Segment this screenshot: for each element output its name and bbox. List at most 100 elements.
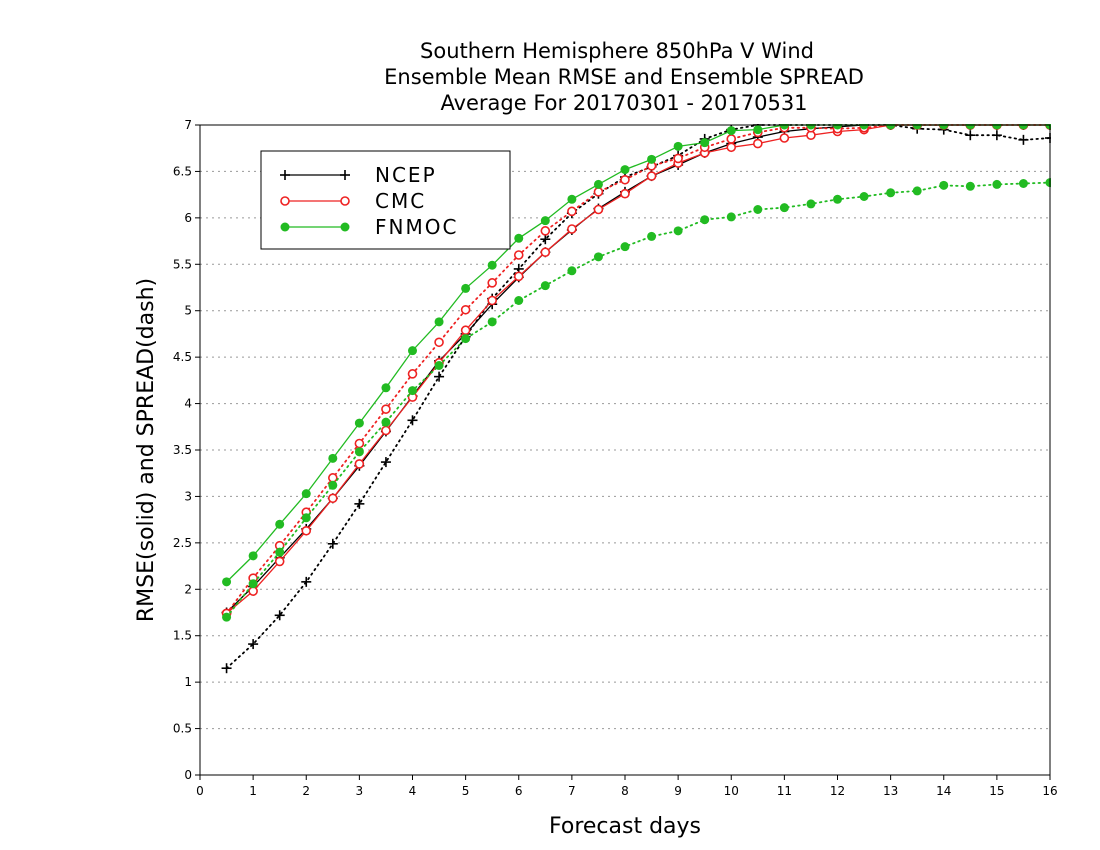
point-cmc-solid-14 xyxy=(593,204,604,215)
point-cmc-dotted-17 xyxy=(673,153,683,164)
point-cmc-solid-12 xyxy=(540,247,551,258)
x-tick-label-5: 5 xyxy=(462,784,470,798)
point-cmc-solid-9 xyxy=(460,325,471,336)
point-ncep-dotted-30 xyxy=(1018,134,1029,145)
point-fnmoc-solid-6 xyxy=(381,383,391,393)
y-tick-label-14: 7 xyxy=(184,118,192,132)
point-cmc-dotted-10 xyxy=(487,278,497,288)
point-fnmoc-solid-5 xyxy=(354,418,364,428)
point-cmc-solid-6 xyxy=(381,425,391,436)
y-tick-label-13: 6.5 xyxy=(173,164,192,178)
x-tick-label-8: 8 xyxy=(621,784,629,798)
point-fnmoc-solid-9 xyxy=(461,283,471,293)
point-fnmoc-dotted-4 xyxy=(328,480,338,490)
point-fnmoc-solid-19 xyxy=(726,126,736,136)
point-fnmoc-dotted-0 xyxy=(222,612,232,622)
legend-label: NCEP xyxy=(375,163,437,187)
point-fnmoc-dotted-5 xyxy=(354,447,364,457)
x-tick-label-11: 11 xyxy=(777,784,792,798)
point-fnmoc-dotted-25 xyxy=(886,188,896,198)
y-tick-label-0: 0 xyxy=(184,768,192,782)
point-fnmoc-dotted-7 xyxy=(408,386,417,396)
point-fnmoc-dotted-24 xyxy=(859,192,869,201)
point-fnmoc-dotted-17 xyxy=(673,226,683,236)
point-ncep-dotted-5 xyxy=(354,498,365,509)
title-line-2: Ensemble Mean RMSE and Ensemble SPREAD xyxy=(384,65,864,89)
point-fnmoc-dotted-10 xyxy=(487,317,497,327)
point-cmc-dotted-15 xyxy=(620,174,630,185)
point-fnmoc-solid-3 xyxy=(301,489,311,499)
title-line-1: Southern Hemisphere 850hPa V Wind xyxy=(420,39,814,63)
point-cmc-solid-19 xyxy=(726,142,737,153)
point-ncep-dotted-7 xyxy=(407,415,418,426)
x-axis-label: Forecast days xyxy=(549,814,701,839)
point-ncep-dotted-0 xyxy=(221,663,232,674)
point-cmc-dotted-12 xyxy=(540,226,551,236)
point-fnmoc-solid-14 xyxy=(593,179,603,189)
point-fnmoc-dotted-11 xyxy=(514,296,524,305)
point-cmc-solid-4 xyxy=(328,493,338,504)
point-fnmoc-dotted-26 xyxy=(912,186,922,196)
series-fnmoc-dotted xyxy=(222,178,1051,622)
y-tick-label-12: 6 xyxy=(184,211,192,225)
point-cmc-dotted-5 xyxy=(354,438,365,449)
point-cmc-dotted-19 xyxy=(726,134,737,144)
legend-entry-cmc: CMC xyxy=(280,189,426,213)
point-fnmoc-solid-7 xyxy=(408,346,417,356)
y-tick-label-9: 4.5 xyxy=(173,350,192,364)
point-ncep-dotted-4 xyxy=(327,538,338,549)
y-tick-label-1: 0.5 xyxy=(173,722,192,736)
point-ncep-dotted-8 xyxy=(434,371,445,382)
legend-entry-ncep: NCEP xyxy=(280,163,437,187)
y-axis-label: RMSE(solid) and SPREAD(dash) xyxy=(134,278,159,622)
point-fnmoc-solid-1 xyxy=(248,551,258,561)
legend-marker-start xyxy=(280,170,290,180)
point-fnmoc-dotted-23 xyxy=(833,194,842,204)
point-cmc-dotted-11 xyxy=(513,250,524,260)
x-tick-label-4: 4 xyxy=(409,784,417,798)
legend-marker-start xyxy=(280,222,290,232)
point-fnmoc-solid-10 xyxy=(487,260,497,270)
legend-marker-end xyxy=(340,196,350,206)
axes: 00.511.522.533.544.555.566.570 1 2 3 4 5 6 7 8 9 1… xyxy=(173,118,1058,798)
point-cmc-solid-16 xyxy=(646,171,657,181)
point-fnmoc-solid-18 xyxy=(700,138,710,148)
x-tick-label-13: 13 xyxy=(883,784,898,798)
legend-label: CMC xyxy=(375,189,426,213)
point-fnmoc-solid-4 xyxy=(328,453,338,463)
point-cmc-dotted-14 xyxy=(593,187,604,197)
point-fnmoc-dotted-19 xyxy=(726,212,736,222)
point-ncep-dotted-29 xyxy=(991,130,1002,141)
point-fnmoc-dotted-13 xyxy=(567,266,577,276)
y-tick-label-10: 5 xyxy=(184,304,192,318)
point-fnmoc-dotted-9 xyxy=(461,334,471,344)
point-fnmoc-solid-15 xyxy=(620,165,630,175)
point-fnmoc-solid-16 xyxy=(647,154,657,164)
point-fnmoc-dotted-12 xyxy=(540,281,550,291)
legend-marker-start xyxy=(280,196,290,206)
y-tick-label-8: 4 xyxy=(184,397,192,411)
point-cmc-solid-11 xyxy=(513,271,524,282)
point-cmc-dotted-13 xyxy=(567,206,577,217)
x-tick-label-16: 16 xyxy=(1042,784,1057,798)
x-tick-label-10: 10 xyxy=(724,784,739,798)
point-cmc-solid-15 xyxy=(620,188,630,199)
y-tick-label-2: 1 xyxy=(184,675,192,689)
legend-marker-end xyxy=(340,170,350,180)
point-fnmoc-solid-0 xyxy=(222,577,232,587)
point-fnmoc-dotted-1 xyxy=(248,579,258,589)
x-tick-label-15: 15 xyxy=(989,784,1004,798)
point-fnmoc-dotted-30 xyxy=(1018,179,1028,188)
point-fnmoc-dotted-3 xyxy=(301,513,311,523)
point-fnmoc-solid-17 xyxy=(673,141,683,151)
point-fnmoc-solid-13 xyxy=(567,194,577,204)
title-line-3: Average For 20170301 - 20170531 xyxy=(440,91,807,115)
x-tick-label-2: 2 xyxy=(302,784,310,798)
legend-entry-fnmoc: FNMOC xyxy=(280,215,456,239)
point-fnmoc-dotted-14 xyxy=(593,252,603,262)
x-tick-label-0: 0 xyxy=(196,784,204,798)
point-ncep-dotted-28 xyxy=(965,130,976,141)
point-fnmoc-dotted-18 xyxy=(700,215,710,225)
